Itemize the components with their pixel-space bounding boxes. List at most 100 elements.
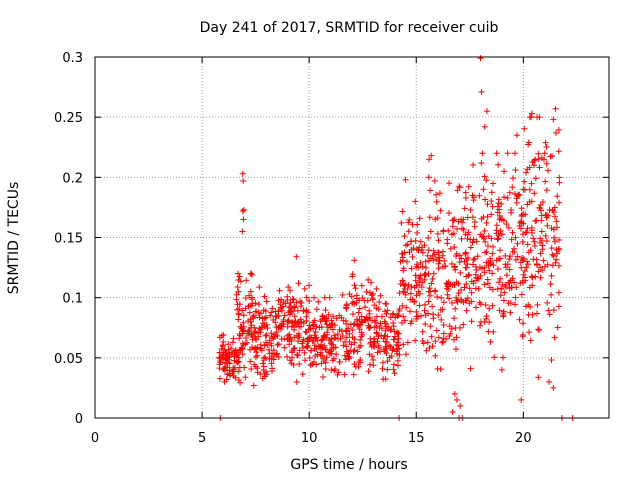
data-point — [218, 345, 225, 352]
data-point — [408, 265, 415, 272]
data-point — [274, 350, 281, 357]
data-point — [537, 201, 544, 208]
data-point — [523, 229, 530, 236]
data-point — [434, 365, 441, 372]
data-point — [487, 338, 494, 345]
data-point — [463, 307, 470, 314]
data-point — [429, 343, 436, 350]
data-point — [216, 365, 223, 372]
data-point — [458, 235, 465, 242]
data-point — [535, 268, 542, 275]
data-point — [384, 366, 391, 373]
data-point — [321, 314, 328, 321]
data-point — [285, 284, 292, 291]
data-point — [287, 336, 294, 343]
data-point — [235, 376, 242, 383]
data-point — [541, 150, 548, 157]
data-point — [306, 282, 313, 289]
data-point — [268, 353, 275, 360]
data-point — [341, 352, 348, 359]
data-point — [481, 227, 488, 234]
data-point — [287, 287, 294, 294]
data-point — [524, 258, 531, 265]
data-point — [542, 139, 549, 146]
data-point — [513, 132, 520, 139]
data-point — [393, 348, 400, 355]
data-point — [466, 285, 473, 292]
data-point — [476, 299, 483, 306]
data-point — [479, 150, 486, 157]
data-point — [529, 274, 536, 281]
data-point — [359, 331, 366, 338]
data-point — [551, 213, 558, 220]
data-point — [264, 325, 271, 332]
data-point — [440, 228, 447, 235]
data-point — [248, 271, 255, 278]
data-point — [394, 330, 401, 337]
data-point — [509, 248, 516, 255]
data-point — [257, 341, 264, 348]
data-point — [423, 347, 430, 354]
data-point — [426, 344, 433, 351]
data-point — [276, 323, 283, 330]
data-point — [447, 245, 454, 252]
data-point — [468, 318, 475, 325]
data-point — [371, 324, 378, 331]
data-point — [288, 305, 295, 312]
data-point — [340, 317, 347, 324]
data-point — [352, 285, 359, 292]
data-point — [259, 360, 266, 367]
data-point — [329, 357, 336, 364]
data-point — [254, 352, 261, 359]
data-point — [551, 234, 558, 241]
data-point — [429, 303, 436, 310]
data-point — [331, 367, 338, 374]
data-points — [216, 55, 576, 421]
data-point — [269, 365, 276, 372]
data-point — [303, 313, 310, 320]
data-point — [503, 272, 510, 279]
data-point — [406, 216, 413, 223]
data-point — [356, 305, 363, 312]
data-point — [464, 231, 471, 238]
data-point — [525, 249, 532, 256]
data-point — [416, 302, 423, 309]
data-point — [369, 290, 376, 297]
data-point — [507, 309, 514, 316]
data-point — [467, 244, 474, 251]
data-point — [493, 227, 500, 234]
data-point — [349, 273, 356, 280]
data-point — [291, 303, 298, 310]
data-point — [373, 313, 380, 320]
data-point — [312, 335, 319, 342]
data-point — [349, 327, 356, 334]
data-point — [290, 296, 297, 303]
data-point — [508, 284, 515, 291]
data-point — [247, 288, 254, 295]
data-point — [517, 280, 524, 287]
data-point — [532, 175, 539, 182]
data-point — [342, 356, 349, 363]
data-point — [520, 271, 527, 278]
data-point — [395, 345, 402, 352]
data-point — [236, 273, 243, 280]
data-point — [460, 321, 467, 328]
data-point — [261, 355, 268, 362]
data-point — [521, 125, 528, 132]
data-point — [327, 350, 334, 357]
data-point — [446, 295, 453, 302]
data-point — [477, 231, 484, 238]
data-point — [323, 346, 330, 353]
data-point — [552, 238, 559, 245]
data-point — [365, 325, 372, 332]
data-point — [467, 365, 474, 372]
data-point — [259, 320, 266, 327]
data-point — [497, 275, 504, 282]
data-point — [538, 228, 545, 235]
data-point — [394, 312, 401, 319]
data-point — [543, 238, 550, 245]
data-point — [291, 345, 298, 352]
data-point — [377, 292, 384, 299]
data-point — [312, 328, 319, 335]
data-point — [523, 303, 530, 310]
